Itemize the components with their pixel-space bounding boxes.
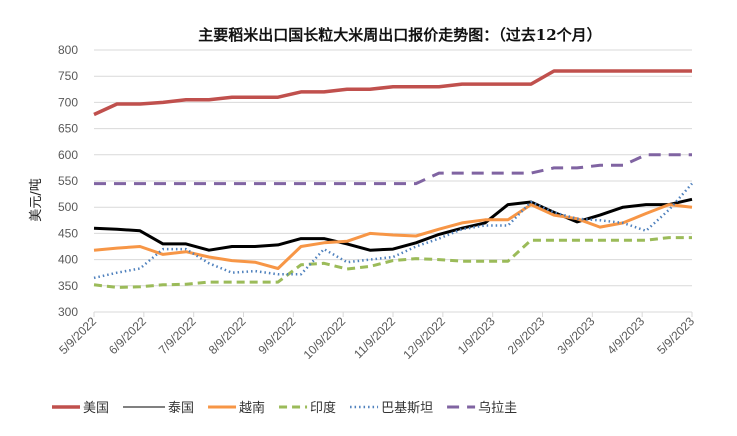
legend-label-1: 泰国 — [168, 401, 194, 416]
x-tick-label: 11/9/2022 — [351, 314, 398, 361]
y-tick-label: 600 — [58, 148, 78, 162]
y-tick-label: 550 — [58, 174, 78, 188]
y-tick-label: 300 — [58, 305, 78, 319]
x-tick-label: 6/9/2022 — [106, 314, 149, 357]
series-line-5 — [94, 153, 692, 186]
series-line-1 — [93, 197, 693, 252]
y-tick-label: 800 — [58, 43, 78, 57]
x-tick-label: 5/9/2023 — [654, 314, 697, 357]
x-tick-label: 5/9/2022 — [56, 314, 99, 357]
legend-label-3: 印度 — [310, 400, 336, 416]
x-tick-label: 2/9/2023 — [505, 314, 548, 357]
series-line-3 — [93, 236, 692, 289]
y-tick-labels: 300 350 400 450 500 550 600 650 700 750 800 — [58, 43, 78, 319]
y-tick-label: 750 — [58, 69, 78, 83]
y-tick-label: 700 — [58, 95, 78, 109]
legend-label-2: 越南 — [239, 400, 265, 416]
x-tick-label: 1/9/2023 — [455, 314, 498, 357]
y-tick-label: 500 — [58, 200, 78, 214]
x-tick-label: 10/9/2022 — [301, 314, 349, 362]
x-tick-labels: 5/9/2022 6/9/2022 7/9/2022 8/9/2022 9/9/2022… — [56, 314, 697, 362]
series-line-0 — [93, 69, 692, 117]
y-tick-label: 650 — [58, 122, 78, 136]
legend-label-0: 美国 — [83, 401, 109, 416]
x-tick-label: 4/9/2023 — [604, 314, 647, 357]
y-tick-label: 450 — [58, 226, 78, 240]
x-tick-label: 3/9/2023 — [555, 314, 598, 357]
series-lines — [93, 69, 693, 289]
legend-label-4: 巴基斯坦 — [381, 401, 433, 416]
y-tick-label: 350 — [58, 279, 78, 293]
legend-label-5: 乌拉圭 — [478, 400, 517, 416]
x-tick-label: 9/9/2022 — [256, 314, 299, 357]
series-line-4 — [93, 182, 693, 280]
y-axis-label: 美元/吨 — [29, 178, 44, 221]
x-tick-label: 12/9/2022 — [400, 314, 448, 362]
x-tick-label: 8/9/2022 — [206, 314, 249, 357]
x-tick-label: 7/9/2022 — [156, 314, 199, 357]
gridlines — [93, 49, 693, 317]
y-tick-label: 400 — [58, 253, 78, 267]
legend: 美国 泰国 越南 印度 巴基斯坦 乌拉圭 — [52, 400, 517, 416]
chart-title: 主要稻米出口国长粒大米周出口报价走势图：（过去12个月） — [198, 26, 601, 44]
